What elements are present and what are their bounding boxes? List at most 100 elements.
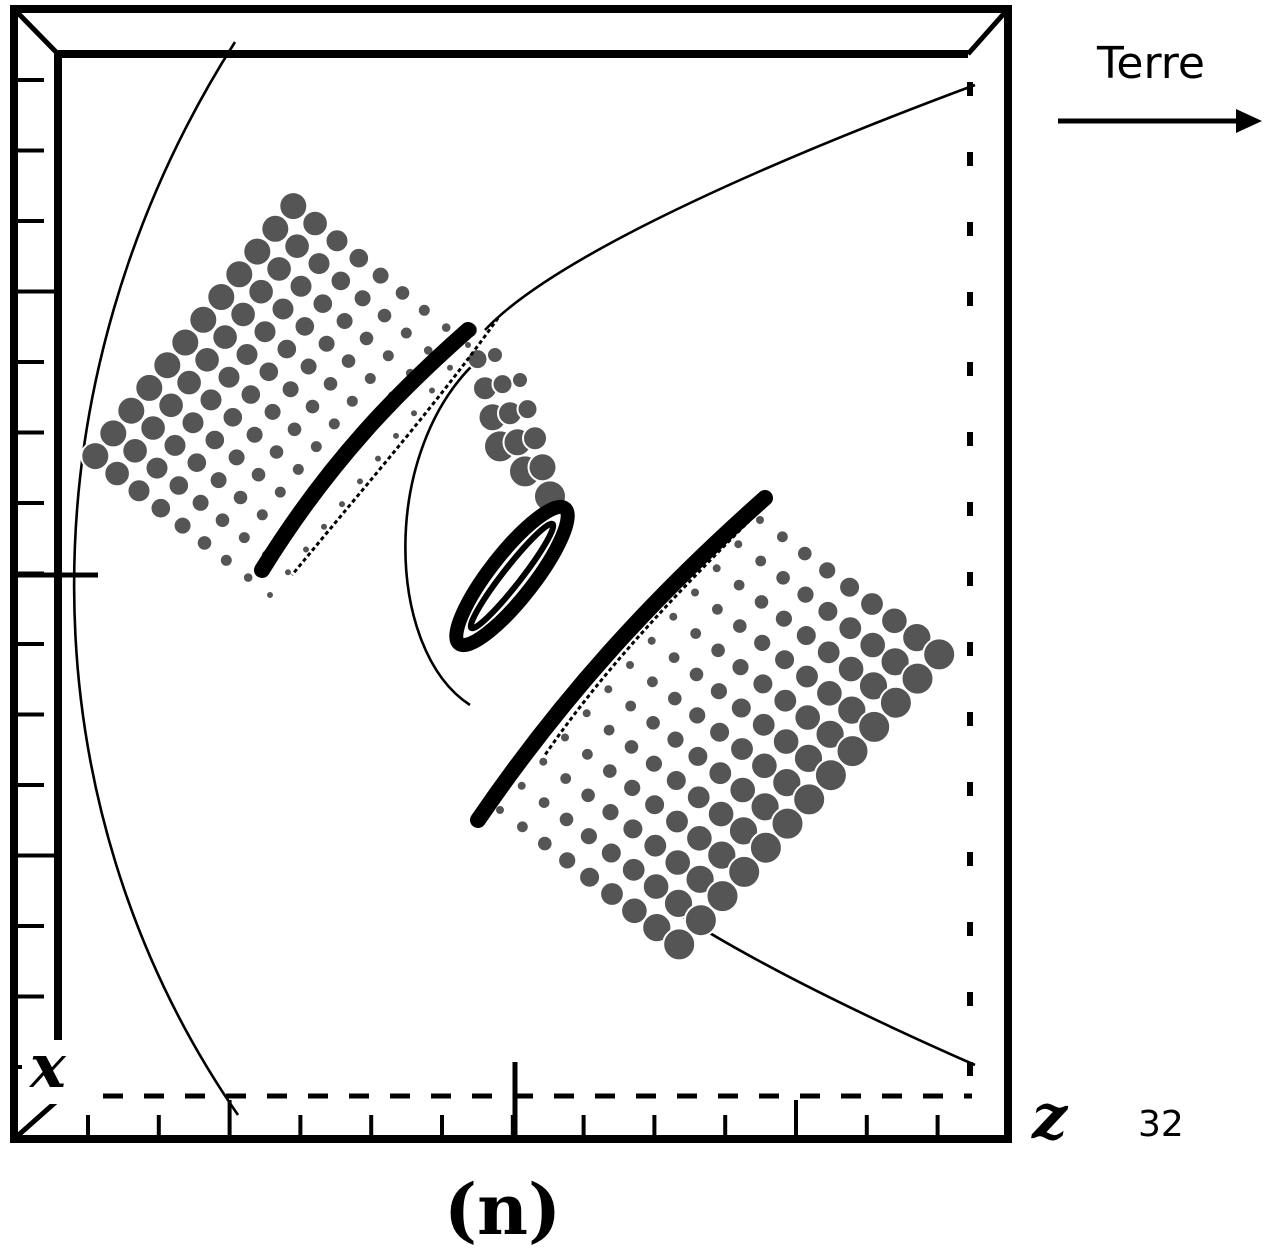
particle-dot [278,191,309,222]
particle-dot [285,420,304,439]
particle-dot [149,496,173,520]
particle-dot [836,694,868,726]
particle-dot [707,760,734,787]
panel-label: (n) [444,1168,562,1251]
particle-dot [272,484,288,500]
particle-dot [321,375,340,393]
earth-label: Terre [1097,38,1205,89]
particle-dot [683,903,718,938]
particle-dot [620,896,649,926]
particle-dot [185,451,209,475]
particle-dot [750,711,777,738]
particle-dot [252,319,278,345]
particle-dot [643,793,667,817]
particle-dot [749,791,781,823]
particle-dot [203,428,227,452]
particle-dot [193,346,221,374]
particle-dot [731,577,747,593]
particle-dot [580,707,593,720]
particle-dot [878,685,913,720]
particle-dot [134,372,165,403]
particle-dot [536,795,552,810]
particle-dot [837,615,864,642]
particle-dot [486,346,504,364]
particle-dot [838,575,862,599]
particle-dot [685,824,714,853]
particle-dot [319,521,329,532]
particle-dot [198,387,224,413]
z-axis-ticks [86,1100,1011,1139]
particle-dot [666,650,682,665]
particle-dot [578,865,602,889]
particle-dot [753,553,769,569]
particle-dot [139,414,167,442]
particle-dot [370,265,391,286]
particle-dot [706,839,738,871]
particle-dot [352,288,373,309]
particle-dot [792,782,827,817]
particle-dot [362,371,378,386]
particle-dot [622,777,643,799]
particle-dot [190,492,211,513]
particle-dot [599,881,625,907]
particle-dot [641,872,671,901]
particle-dot [311,292,335,316]
particle-dot [686,744,710,768]
z-axis-label: z [1032,1080,1068,1153]
particle-dot [175,368,203,397]
particle-dot [288,273,314,299]
particle-dot [794,663,820,690]
particle-dot [859,591,885,617]
particle-dot [728,775,758,805]
particle-dot [662,927,697,962]
particle-dot [879,646,911,678]
particle-dot [257,360,281,384]
particle-dot [167,474,191,497]
particle-dot [283,567,293,578]
particle-dot [857,709,892,744]
particle-dot [685,784,712,811]
particle-dot [773,648,797,672]
particle-dot [249,465,268,484]
particle-dot [267,443,286,461]
particle-dot [771,767,803,799]
particle-dot [213,511,232,530]
particle-dot [922,637,957,672]
particle-dot [901,622,933,654]
particle-dot [622,738,641,756]
particle-dot [643,753,665,774]
rings [254,317,773,828]
left-arc [72,41,240,1116]
particle-dot [439,321,453,334]
particle-dot [416,302,432,318]
particle-dot [152,350,183,381]
central-curve [404,359,479,707]
particle-dot [373,453,383,464]
particle-dot [708,720,732,744]
particle-dot [290,461,306,477]
particle-dot [409,408,419,419]
particle-dot [795,584,816,605]
particle-dot [621,817,645,841]
particle-dot [710,562,723,575]
particle-dot [667,610,680,623]
particle-dot [751,672,775,696]
particle-dot [688,626,704,641]
particle-dot [705,879,740,914]
particle-dot [326,416,342,432]
particle-dot [303,397,322,416]
particle-dot [466,348,489,371]
particle-dot [731,617,749,635]
particle-dot [329,269,353,293]
particle-dot [709,641,727,660]
particle-dot [324,228,350,254]
central-ring-inner [467,520,557,632]
particle-dot [265,590,275,600]
x-axis-label: x [30,1032,66,1102]
particle-dot [522,425,548,452]
particle-dot [580,746,595,762]
particle-dot [244,424,265,445]
upper-ring [254,322,476,578]
particle-dot [644,714,662,732]
